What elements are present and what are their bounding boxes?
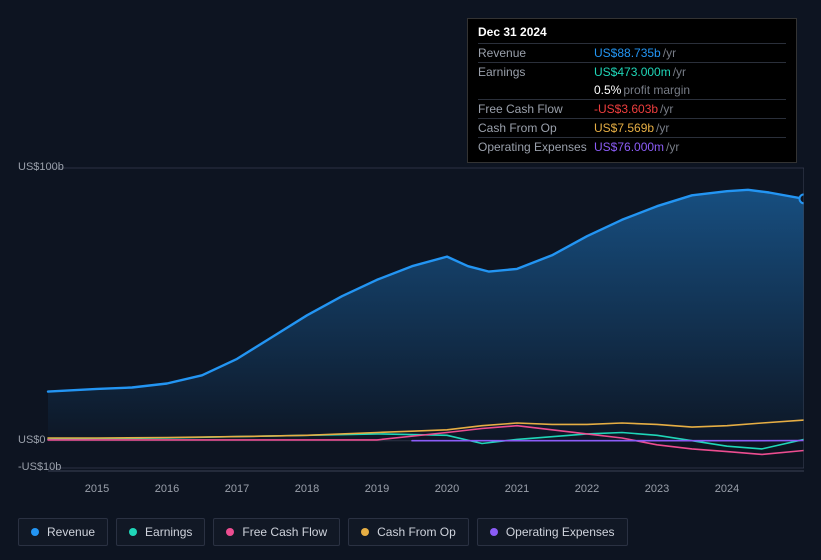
x-tick-label: 2018 bbox=[295, 483, 319, 495]
tooltip-row: Cash From OpUS$7.569b /yr bbox=[478, 118, 786, 137]
y-tick-label: US$0 bbox=[18, 434, 46, 446]
legend-dot-icon bbox=[129, 528, 137, 536]
tooltip-metric-value: US$7.569b bbox=[594, 121, 654, 135]
tooltip-row: 0.5% profit margin bbox=[478, 81, 786, 99]
x-tick-label: 2022 bbox=[575, 483, 599, 495]
legend-item-operating-expenses[interactable]: Operating Expenses bbox=[477, 518, 628, 546]
x-tick-label: 2017 bbox=[225, 483, 249, 495]
x-tick-label: 2024 bbox=[715, 483, 739, 495]
end-marker-icon bbox=[800, 194, 805, 203]
legend-label: Free Cash Flow bbox=[242, 525, 327, 539]
x-tick-label: 2020 bbox=[435, 483, 459, 495]
tooltip-suffix: /yr bbox=[673, 65, 686, 79]
tooltip-row: RevenueUS$88.735b /yr bbox=[478, 43, 786, 62]
x-tick-label: 2021 bbox=[505, 483, 529, 495]
tooltip-suffix: /yr bbox=[666, 140, 679, 154]
tooltip-suffix: /yr bbox=[663, 46, 676, 60]
revenue-area bbox=[48, 190, 804, 441]
legend-dot-icon bbox=[226, 528, 234, 536]
tooltip-metric-label bbox=[478, 83, 594, 97]
chart bbox=[18, 158, 804, 478]
chart-svg bbox=[18, 158, 804, 478]
tooltip-suffix: /yr bbox=[656, 121, 669, 135]
tooltip-metric-value: US$473.000m bbox=[594, 65, 671, 79]
x-axis-labels: 2015 2016 2017 2018 2019 2020 2021 2022 2023 2024 bbox=[18, 483, 804, 499]
tooltip-metric-label: Earnings bbox=[478, 65, 594, 79]
tooltip-metric-label: Cash From Op bbox=[478, 121, 594, 135]
legend-label: Cash From Op bbox=[377, 525, 456, 539]
legend-label: Earnings bbox=[145, 525, 192, 539]
tooltip-metric-value: 0.5% bbox=[594, 83, 621, 97]
tooltip-metric-value: -US$3.603b bbox=[594, 102, 658, 116]
chart-legend: Revenue Earnings Free Cash Flow Cash From O… bbox=[18, 518, 628, 546]
tooltip-row: Free Cash Flow-US$3.603b /yr bbox=[478, 99, 786, 118]
legend-item-cash-from-op[interactable]: Cash From Op bbox=[348, 518, 469, 546]
tooltip-date: Dec 31 2024 bbox=[478, 25, 786, 43]
legend-dot-icon bbox=[490, 528, 498, 536]
x-tick-label: 2023 bbox=[645, 483, 669, 495]
chart-tooltip: Dec 31 2024RevenueUS$88.735b /yrEarnings… bbox=[467, 18, 797, 163]
y-tick-label: -US$10b bbox=[18, 461, 61, 473]
x-tick-label: 2015 bbox=[85, 483, 109, 495]
tooltip-row: Operating ExpensesUS$76.000m /yr bbox=[478, 137, 786, 156]
x-tick-label: 2016 bbox=[155, 483, 179, 495]
tooltip-metric-value: US$88.735b bbox=[594, 46, 661, 60]
legend-item-earnings[interactable]: Earnings bbox=[116, 518, 205, 546]
tooltip-metric-label: Revenue bbox=[478, 46, 594, 60]
tooltip-row: EarningsUS$473.000m /yr bbox=[478, 62, 786, 81]
legend-label: Operating Expenses bbox=[506, 525, 615, 539]
tooltip-metric-label: Operating Expenses bbox=[478, 140, 594, 154]
y-tick-label: US$100b bbox=[18, 161, 64, 173]
legend-dot-icon bbox=[31, 528, 39, 536]
x-tick-label: 2019 bbox=[365, 483, 389, 495]
tooltip-metric-value: US$76.000m bbox=[594, 140, 664, 154]
legend-label: Revenue bbox=[47, 525, 95, 539]
tooltip-suffix: /yr bbox=[660, 102, 673, 116]
legend-item-revenue[interactable]: Revenue bbox=[18, 518, 108, 546]
legend-dot-icon bbox=[361, 528, 369, 536]
tooltip-metric-label: Free Cash Flow bbox=[478, 102, 594, 116]
tooltip-suffix: profit margin bbox=[623, 83, 690, 97]
legend-item-free-cash-flow[interactable]: Free Cash Flow bbox=[213, 518, 340, 546]
